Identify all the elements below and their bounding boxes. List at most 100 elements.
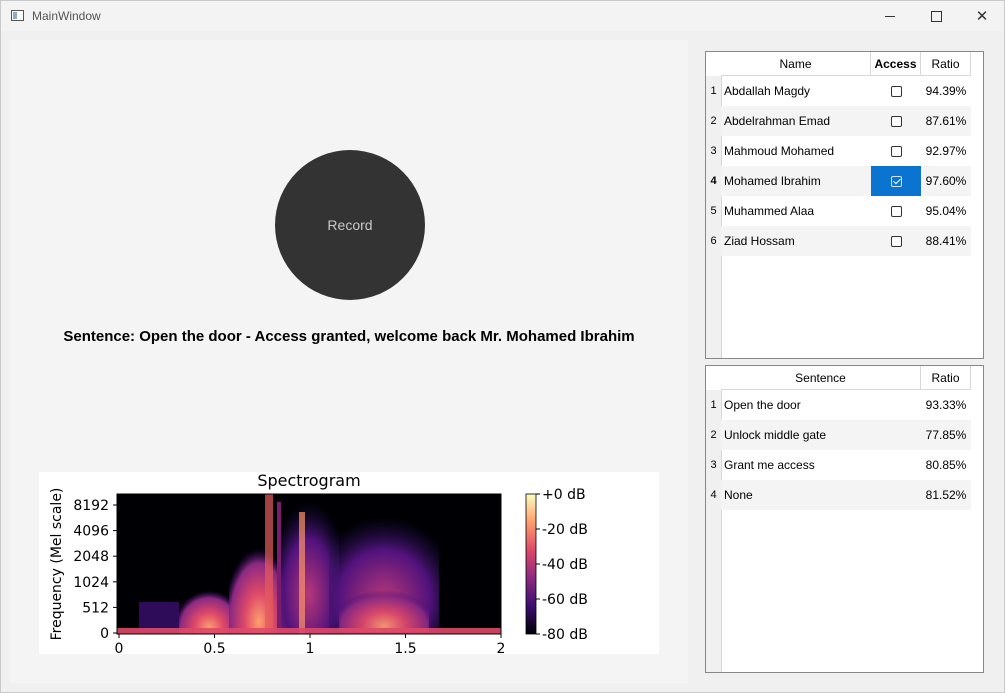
access-cell[interactable] [871, 196, 921, 226]
y-tick-label: 512 [82, 600, 109, 616]
row-number[interactable]: 3 [706, 450, 721, 480]
row-background [721, 420, 971, 450]
access-cell[interactable] [871, 226, 921, 256]
users-table: Name Access Ratio 1 Abdallah Magdy 94.39% 2… [705, 51, 984, 359]
user-ratio[interactable]: 97.60% [925, 174, 967, 188]
row-background [721, 106, 971, 136]
spectrogram-ylabel: Frequency (Mel scale) [49, 488, 65, 641]
table-row[interactable]: 2 Unlock middle gate 77.85% [706, 420, 971, 450]
user-ratio[interactable]: 94.39% [925, 84, 967, 98]
sentence-text[interactable]: Unlock middle gate [724, 428, 827, 442]
minimize-icon [885, 15, 895, 17]
close-icon: ✕ [975, 6, 989, 25]
row-number[interactable]: 2 [706, 420, 721, 450]
x-tick-label: 1.5 [394, 641, 416, 654]
y-tick-label: 8192 [73, 498, 109, 514]
access-cell[interactable] [871, 166, 921, 196]
access-checkbox[interactable] [890, 235, 902, 247]
spectrogram-plot: Spectrogram 8192 4096 2048 1024 512 0 0 0.5 1 1.… [39, 471, 659, 657]
y-tick-label: 1024 [73, 575, 109, 591]
row-background [721, 226, 971, 256]
access-checkbox[interactable] [890, 145, 902, 157]
table-row[interactable]: 4 None 81.52% [706, 480, 971, 510]
x-tick-label: 2 [497, 641, 506, 654]
access-cell[interactable] [871, 136, 921, 166]
spectrogram-title: Spectrogram [257, 472, 360, 490]
y-axis-ticks: 8192 4096 2048 1024 512 0 [73, 498, 117, 642]
record-button[interactable]: Record [275, 150, 425, 300]
sentence-text[interactable]: Open the door [724, 398, 801, 412]
row-background [721, 166, 971, 196]
table-row[interactable]: 5 Muhammed Alaa 95.04% [706, 196, 971, 226]
row-number[interactable]: 4 [706, 166, 721, 196]
x-tick-label: 0.5 [203, 641, 225, 654]
row-number[interactable]: 3 [706, 136, 721, 166]
app-icon [11, 10, 24, 21]
record-label: Record [327, 217, 373, 233]
sentence-text[interactable]: Grant me access [724, 458, 815, 472]
spectrogram-energy [117, 494, 501, 634]
row-number[interactable]: 2 [706, 106, 721, 136]
col-header-ratio[interactable]: Ratio [921, 52, 971, 76]
user-name[interactable]: Muhammed Alaa [724, 204, 815, 218]
colorbar-tick-label: -20 dB [542, 522, 588, 538]
colorbar [525, 493, 537, 635]
minimize-button[interactable] [867, 1, 913, 31]
maximize-icon [930, 10, 942, 22]
user-name[interactable]: Abdallah Magdy [724, 84, 811, 98]
user-name[interactable]: Mahmoud Mohamed [724, 144, 835, 158]
user-name[interactable]: Mohamed Ibrahim [724, 174, 821, 188]
access-checkbox[interactable] [890, 205, 902, 217]
table-row[interactable]: 2 Abdelrahman Emad 87.61% [706, 106, 971, 136]
colorbar-ticks: +0 dB -20 dB -40 dB -60 dB -80 dB [536, 487, 588, 643]
table-row[interactable]: 6 Ziad Hossam 88.41% [706, 226, 971, 256]
window-title: MainWindow [32, 9, 101, 23]
row-background [721, 480, 971, 510]
user-ratio[interactable]: 92.97% [925, 144, 967, 158]
sentence-text[interactable]: None [724, 488, 753, 502]
row-number[interactable]: 5 [706, 196, 721, 226]
table-row[interactable]: 1 Open the door 93.33% [706, 390, 971, 420]
col-header-sentence-ratio[interactable]: Ratio [921, 366, 971, 390]
access-checkbox[interactable] [890, 115, 902, 127]
access-checkbox[interactable] [890, 175, 902, 187]
user-name[interactable]: Ziad Hossam [724, 234, 795, 248]
spectrogram-svg: Spectrogram 8192 4096 2048 1024 512 0 0 0.5 1 1.… [49, 471, 588, 657]
colorbar-tick-label: +0 dB [542, 487, 586, 503]
col-header-access[interactable]: Access [871, 52, 921, 76]
title-bar: MainWindow ✕ [1, 1, 1004, 31]
table-row[interactable]: 3 Mahmoud Mohamed 92.97% [706, 136, 971, 166]
sentence-ratio[interactable]: 80.85% [925, 458, 967, 472]
user-ratio[interactable]: 87.61% [925, 114, 967, 128]
x-tick-label: 1 [306, 641, 315, 654]
row-number[interactable]: 1 [706, 76, 721, 106]
y-tick-label: 2048 [73, 549, 109, 565]
access-cell[interactable] [871, 76, 921, 106]
user-name[interactable]: Abdelrahman Emad [724, 114, 831, 128]
access-checkbox[interactable] [890, 85, 902, 97]
row-number[interactable]: 4 [706, 480, 721, 510]
x-axis-ticks: 0 0.5 1 1.5 2 [115, 634, 506, 657]
sentences-table: Sentence Ratio 1 Open the door 93.33% 2 Unlo… [705, 365, 984, 673]
row-number[interactable]: 1 [706, 390, 721, 420]
sentence-ratio[interactable]: 81.52% [925, 488, 967, 502]
table-row[interactable]: 4 Mohamed Ibrahim 97.60% [706, 166, 971, 196]
user-ratio[interactable]: 95.04% [925, 204, 967, 218]
y-tick-label: 0 [100, 626, 109, 642]
col-header-sentence[interactable]: Sentence [721, 366, 921, 390]
result-sentence: Sentence: Open the door - Access granted… [63, 328, 635, 345]
table-row[interactable]: 3 Grant me access 80.85% [706, 450, 971, 480]
colorbar-tick-label: -80 dB [542, 627, 588, 643]
colorbar-tick-label: -40 dB [542, 557, 588, 573]
y-tick-label: 4096 [73, 524, 109, 540]
user-ratio[interactable]: 88.41% [925, 234, 967, 248]
col-header-name[interactable]: Name [721, 52, 871, 76]
close-button[interactable]: ✕ [959, 1, 1005, 31]
table-row[interactable]: 1 Abdallah Magdy 94.39% [706, 76, 971, 106]
row-number[interactable]: 6 [706, 226, 721, 256]
sentence-ratio[interactable]: 77.85% [925, 428, 967, 442]
colorbar-tick-label: -60 dB [542, 592, 588, 608]
maximize-button[interactable] [913, 1, 959, 31]
access-cell[interactable] [871, 106, 921, 136]
sentence-ratio[interactable]: 93.33% [925, 398, 967, 412]
